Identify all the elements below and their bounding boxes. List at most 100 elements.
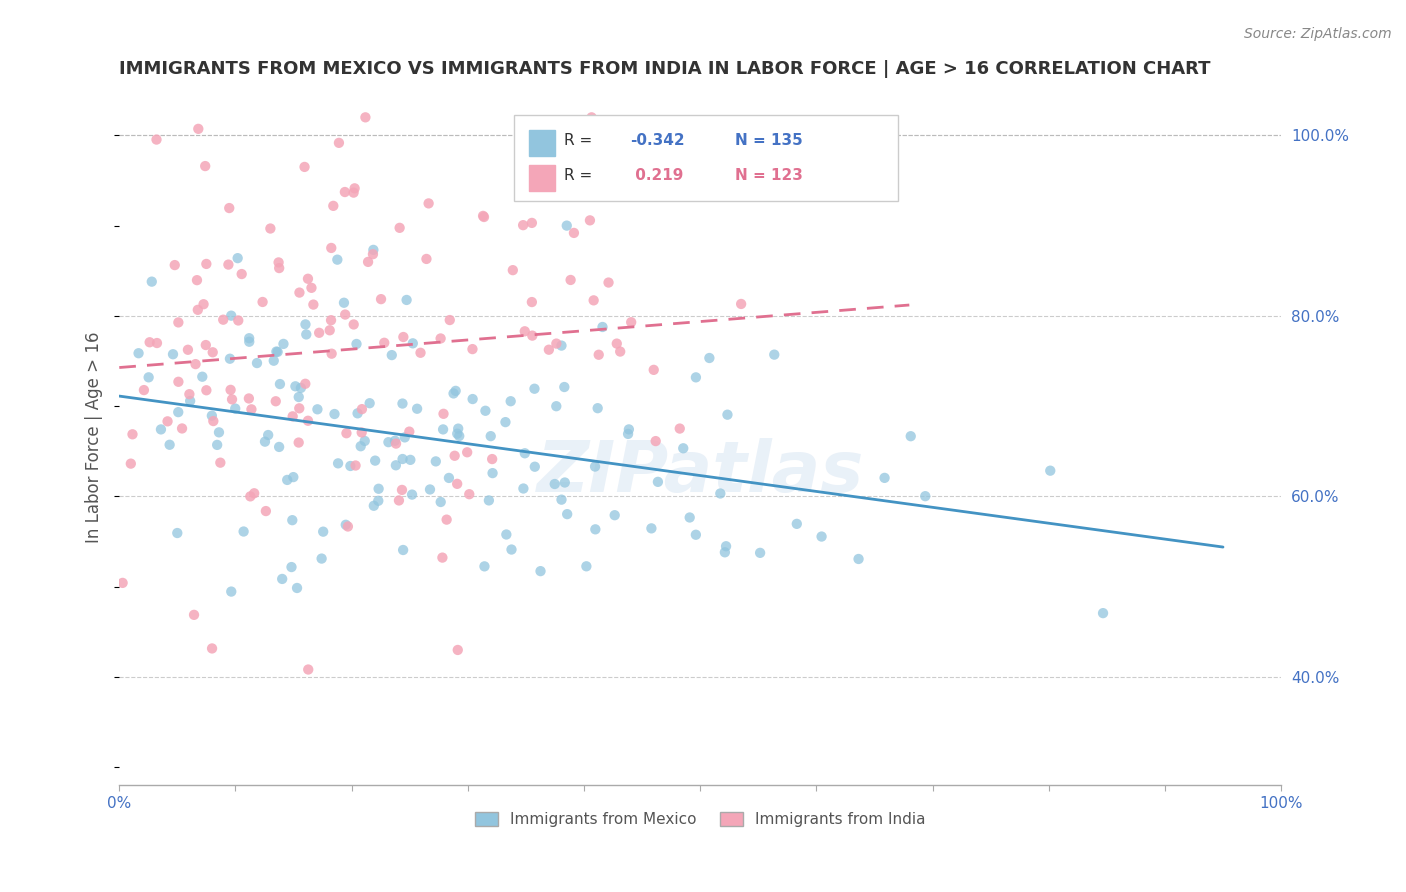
Immigrants from Mexico (419, 483, 441, 497)
Immigrants from India (429, 331, 451, 345)
Immigrants from Mexico (280, 560, 302, 574)
Immigrants from Mexico (447, 422, 470, 436)
Immigrants from India (439, 313, 461, 327)
Immigrants from India (319, 323, 342, 337)
Immigrants from India (170, 421, 193, 435)
Immigrants from India (201, 345, 224, 359)
Immigrants from Mexico (425, 454, 447, 468)
Immigrants from India (391, 483, 413, 497)
Immigrants from India (388, 220, 411, 235)
Immigrants from India (301, 281, 323, 295)
Immigrants from Mexico (166, 526, 188, 541)
Immigrants from India (212, 312, 235, 326)
Immigrants from Mexico (1092, 606, 1115, 620)
Immigrants from India (294, 376, 316, 391)
Immigrants from Mexico (873, 471, 896, 485)
Immigrants from India (512, 218, 534, 232)
Immigrants from Mexico (346, 337, 368, 351)
Immigrants from Mexico (555, 507, 578, 521)
Text: IMMIGRANTS FROM MEXICO VS IMMIGRANTS FROM INDIA IN LABOR FORCE | AGE > 16 CORREL: IMMIGRANTS FROM MEXICO VS IMMIGRANTS FRO… (120, 60, 1211, 78)
Immigrants from Mexico (617, 426, 640, 441)
Immigrants from Mexico (162, 347, 184, 361)
Immigrants from India (446, 476, 468, 491)
Immigrants from Mexico (494, 415, 516, 429)
Immigrants from Mexico (443, 386, 465, 401)
Text: R =: R = (564, 133, 598, 148)
Text: N = 123: N = 123 (735, 168, 803, 183)
Immigrants from Mexico (444, 384, 467, 398)
Immigrants from Mexico (381, 348, 404, 362)
Immigrants from Mexico (529, 564, 551, 578)
Immigrants from India (502, 263, 524, 277)
Immigrants from Mexico (640, 521, 662, 535)
Immigrants from India (302, 297, 325, 311)
Immigrants from India (447, 643, 470, 657)
Immigrants from India (281, 409, 304, 424)
Immigrants from India (219, 383, 242, 397)
Immigrants from Mexico (273, 337, 295, 351)
Immigrants from India (361, 247, 384, 261)
Immigrants from India (343, 318, 366, 332)
Immigrants from Mexico (672, 442, 695, 456)
Immigrants from India (193, 297, 215, 311)
Immigrants from Mexico (311, 551, 333, 566)
Immigrants from Mexico (583, 522, 606, 536)
Immigrants from Mexico (391, 396, 413, 410)
Immigrants from Mexico (848, 552, 870, 566)
Immigrants from Mexico (326, 252, 349, 267)
FancyBboxPatch shape (515, 114, 897, 202)
Immigrants from Mexico (554, 475, 576, 490)
Immigrants from Mexico (709, 486, 731, 500)
Immigrants from Mexico (191, 369, 214, 384)
Immigrants from Mexico (179, 393, 201, 408)
Immigrants from Mexico (269, 377, 291, 392)
Immigrants from Mexico (385, 458, 408, 473)
Immigrants from India (398, 425, 420, 439)
Immigrants from Mexico (335, 517, 357, 532)
Immigrants from Mexico (226, 251, 249, 265)
Immigrants from Mexico (287, 390, 309, 404)
Immigrants from Mexico (699, 351, 721, 365)
Immigrants from India (513, 324, 536, 338)
Immigrants from Mexico (295, 327, 318, 342)
Immigrants from Mexico (219, 351, 242, 366)
Immigrants from Mexico (363, 243, 385, 257)
Immigrants from Mexico (478, 493, 501, 508)
Immigrants from Mexico (402, 336, 425, 351)
Immigrants from India (288, 285, 311, 300)
Immigrants from India (373, 335, 395, 350)
Immigrants from India (240, 402, 263, 417)
Immigrants from India (581, 111, 603, 125)
Immigrants from Mexico (461, 392, 484, 406)
Immigrants from India (294, 160, 316, 174)
Immigrants from Mexico (294, 318, 316, 332)
Immigrants from India (226, 313, 249, 327)
Immigrants from Mexico (914, 489, 936, 503)
Immigrants from Mexico (149, 422, 172, 436)
Immigrants from Mexico (550, 492, 572, 507)
Text: ZIPatlas: ZIPatlas (537, 438, 863, 507)
Immigrants from Mexico (326, 456, 349, 470)
Immigrants from Mexico (346, 406, 368, 420)
Immigrants from Mexico (285, 581, 308, 595)
Immigrants from India (606, 336, 628, 351)
Immigrants from India (520, 295, 543, 310)
Immigrants from Mexico (900, 429, 922, 443)
Immigrants from Mexico (391, 452, 413, 467)
Text: N = 135: N = 135 (735, 133, 803, 148)
Immigrants from Mexico (544, 477, 567, 491)
Immigrants from India (194, 159, 217, 173)
Immigrants from Mexico (266, 345, 288, 359)
Immigrants from India (218, 201, 240, 215)
Immigrants from Mexico (763, 348, 786, 362)
Immigrants from Mexico (714, 539, 737, 553)
Immigrants from Mexico (401, 487, 423, 501)
Immigrants from Mexico (810, 530, 832, 544)
Immigrants from India (321, 241, 343, 255)
Immigrants from Mexico (481, 466, 503, 480)
Immigrants from India (579, 213, 602, 227)
Immigrants from Mexico (224, 401, 246, 416)
Immigrants from India (409, 345, 432, 359)
Immigrants from India (336, 519, 359, 533)
Immigrants from Mexico (290, 381, 312, 395)
